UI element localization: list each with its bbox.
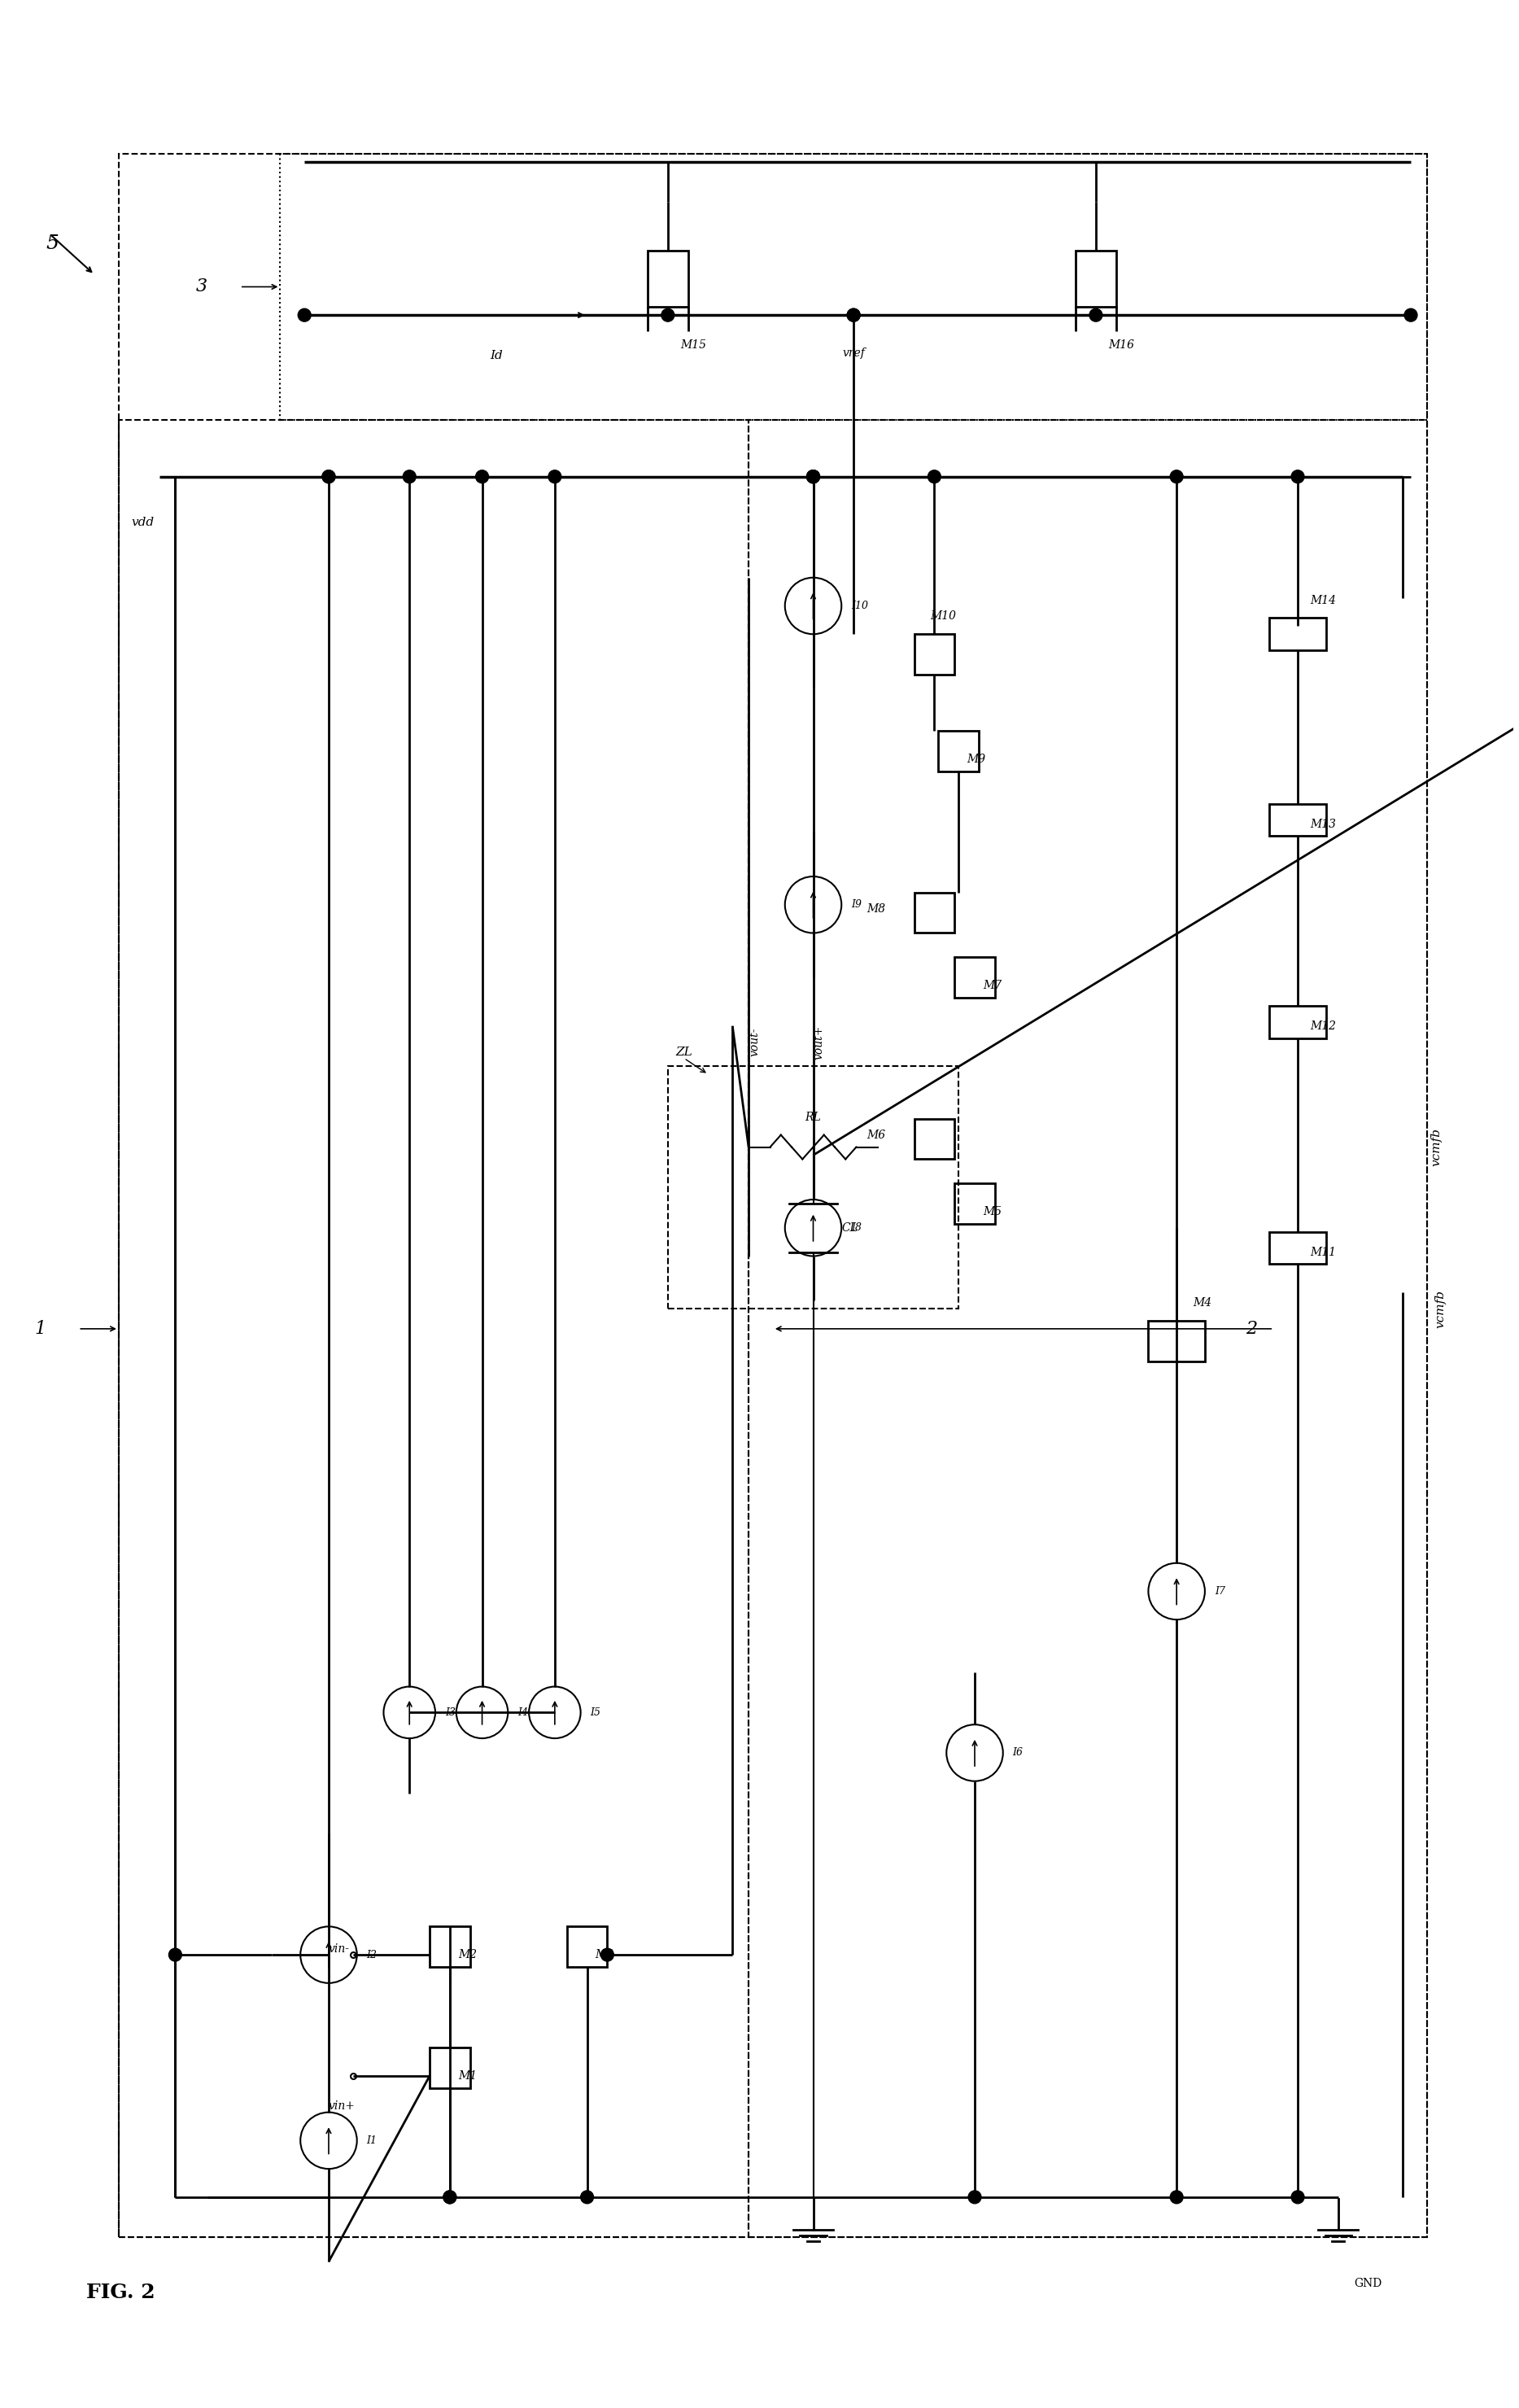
Text: I2: I2 [366, 1950, 377, 1960]
Text: CL: CL [842, 1223, 858, 1233]
Text: I4: I4 [518, 1707, 529, 1717]
Bar [954, 958, 995, 997]
Circle shape [807, 470, 820, 484]
Circle shape [444, 2191, 456, 2203]
Circle shape [322, 470, 336, 484]
Text: FIG. 2: FIG. 2 [87, 2283, 155, 2302]
Text: M9: M9 [966, 754, 986, 766]
Circle shape [602, 1948, 614, 1960]
Text: Id: Id [491, 349, 503, 361]
Text: GND: GND [1355, 2278, 1382, 2290]
Circle shape [1089, 308, 1103, 323]
Text: M3: M3 [595, 1948, 614, 1960]
Text: M7: M7 [983, 980, 1001, 992]
Circle shape [475, 470, 489, 484]
Circle shape [169, 1948, 182, 1960]
Bar [430, 2047, 469, 2088]
Bar [914, 1120, 954, 1158]
Circle shape [1170, 470, 1183, 484]
Bar [914, 893, 954, 932]
Circle shape [403, 470, 416, 484]
Text: I7: I7 [1215, 1587, 1226, 1597]
Circle shape [1405, 308, 1417, 323]
Text: 2: 2 [1246, 1320, 1258, 1339]
Bar [1148, 1320, 1205, 1361]
Text: I9: I9 [851, 901, 861, 910]
Circle shape [444, 2191, 456, 2203]
Text: vin-: vin- [328, 1943, 349, 1955]
Bar [647, 250, 688, 306]
Bar [1270, 619, 1326, 650]
Text: I3: I3 [445, 1707, 456, 1717]
Text: RL: RL [805, 1112, 822, 1122]
Text: I1: I1 [366, 2136, 377, 2146]
Circle shape [807, 470, 820, 484]
Circle shape [580, 2191, 594, 2203]
Circle shape [968, 2191, 981, 2203]
Text: vout+: vout+ [813, 1026, 825, 1060]
Text: M12: M12 [1309, 1021, 1335, 1031]
Text: M5: M5 [983, 1206, 1001, 1218]
Bar [430, 1926, 469, 1967]
Text: M6: M6 [867, 1129, 886, 1141]
Text: M11: M11 [1309, 1247, 1335, 1257]
Text: 1: 1 [35, 1320, 46, 1339]
Text: M8: M8 [867, 903, 886, 915]
Circle shape [1291, 470, 1305, 484]
Bar [567, 1926, 608, 1967]
Bar [939, 732, 978, 771]
Bar [954, 1182, 995, 1223]
Text: M14: M14 [1309, 595, 1335, 607]
Text: M15: M15 [681, 340, 706, 352]
Text: I5: I5 [591, 1707, 602, 1717]
Text: vin+: vin+ [328, 2100, 355, 2112]
Bar [1270, 1233, 1326, 1264]
Text: 3: 3 [196, 277, 208, 296]
Text: M1: M1 [457, 2071, 477, 2081]
Text: M2: M2 [457, 1948, 477, 1960]
Text: I6: I6 [1013, 1748, 1024, 1758]
Text: vcmfb: vcmfb [1431, 1127, 1443, 1165]
Text: M4: M4 [1192, 1298, 1212, 1308]
Circle shape [322, 470, 336, 484]
Circle shape [298, 308, 311, 323]
Circle shape [928, 470, 940, 484]
Bar [914, 633, 954, 674]
Circle shape [548, 470, 561, 484]
Text: vref: vref [842, 347, 864, 359]
Text: vdd: vdd [132, 518, 155, 527]
Circle shape [661, 308, 674, 323]
Text: 5: 5 [46, 234, 59, 253]
Text: M13: M13 [1309, 819, 1335, 831]
Circle shape [1170, 2191, 1183, 2203]
Circle shape [848, 308, 860, 323]
Bar [1270, 804, 1326, 836]
Circle shape [1291, 2191, 1305, 2203]
Text: vout-: vout- [749, 1028, 760, 1057]
Text: I8: I8 [851, 1223, 861, 1233]
Circle shape [848, 308, 860, 323]
Text: M10: M10 [930, 612, 957, 621]
Bar [1075, 250, 1116, 306]
Text: M16: M16 [1107, 340, 1135, 352]
Text: I10: I10 [851, 600, 869, 612]
Circle shape [807, 470, 820, 484]
Text: ZL: ZL [676, 1047, 693, 1057]
Text: vcmfb: vcmfb [1435, 1288, 1446, 1327]
Circle shape [807, 470, 820, 484]
Bar [1270, 1007, 1326, 1038]
